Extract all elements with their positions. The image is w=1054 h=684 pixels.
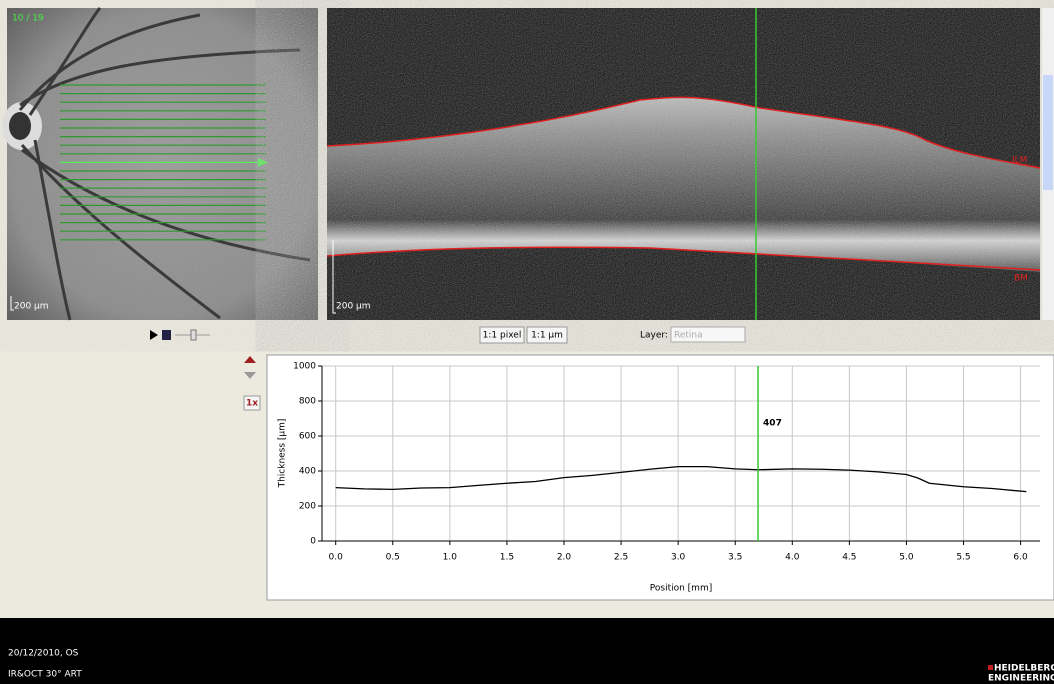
- ir-scale: 200 µm: [14, 302, 49, 312]
- cursor-label: 407: [763, 419, 782, 429]
- x-tick-label: 1.5: [500, 553, 514, 563]
- exam-date: 20/12/2010, OS: [8, 649, 79, 659]
- oct-scale: 200 µm: [336, 302, 371, 312]
- scan-index: 10 / 19: [12, 14, 44, 24]
- x-tick-label: 4.5: [842, 553, 856, 563]
- x-tick-label: 3.5: [728, 553, 742, 563]
- top-bar: [0, 0, 1054, 8]
- layer-ilm: ILM: [1012, 156, 1027, 166]
- y-tick-label: 600: [299, 432, 316, 442]
- x-axis-label: Position [mm]: [650, 584, 712, 594]
- x-tick-label: 6.0: [1013, 553, 1028, 563]
- y-axis-label: Thickness [µm]: [278, 419, 288, 489]
- x-tick-label: 5.0: [899, 553, 914, 563]
- y-tick-label: 400: [299, 467, 316, 477]
- pixel-button-label: 1:1 pixel: [483, 331, 522, 341]
- y-tick-label: 200: [299, 502, 316, 512]
- scroll-thumb[interactable]: [1043, 75, 1053, 190]
- x-tick-label: 0.0: [329, 553, 344, 563]
- chart-panel: [267, 355, 1054, 600]
- x-tick-label: 2.5: [614, 553, 628, 563]
- x-tick-label: 1.0: [443, 553, 458, 563]
- brand-sub: ENGINEERING: [988, 674, 1054, 684]
- slider[interactable]: [191, 330, 196, 340]
- x-tick-label: 5.5: [956, 553, 970, 563]
- x-tick-label: 0.5: [386, 553, 400, 563]
- x-tick-label: 2.0: [557, 553, 572, 563]
- y-tick-label: 0: [310, 537, 316, 547]
- screen: 10 / 19 200 µm ILM BM 200 µm 1:1 pixel 1…: [0, 0, 1054, 684]
- micron-button-label: 1:1 µm: [531, 331, 563, 341]
- footer: [0, 618, 1054, 684]
- y-tick-label: 1000: [293, 362, 316, 372]
- layer-label: Layer:: [640, 331, 668, 341]
- exam-mode: IR&OCT 30° ART: [8, 670, 82, 680]
- ir-image: 10 / 19 200 µm: [2, 8, 318, 320]
- layer-bm: BM: [1014, 274, 1028, 284]
- oct-image: ILM BM 200 µm: [327, 8, 1040, 320]
- y-tick-label: 800: [299, 397, 316, 407]
- zoom-label: 1x: [246, 399, 258, 409]
- x-tick-label: 4.0: [785, 553, 800, 563]
- save-button[interactable]: [162, 330, 171, 340]
- play-button[interactable]: [150, 330, 158, 340]
- x-tick-label: 3.0: [671, 553, 686, 563]
- layer-value: Retina: [674, 331, 703, 341]
- brand: HEIDELBERG: [994, 664, 1054, 674]
